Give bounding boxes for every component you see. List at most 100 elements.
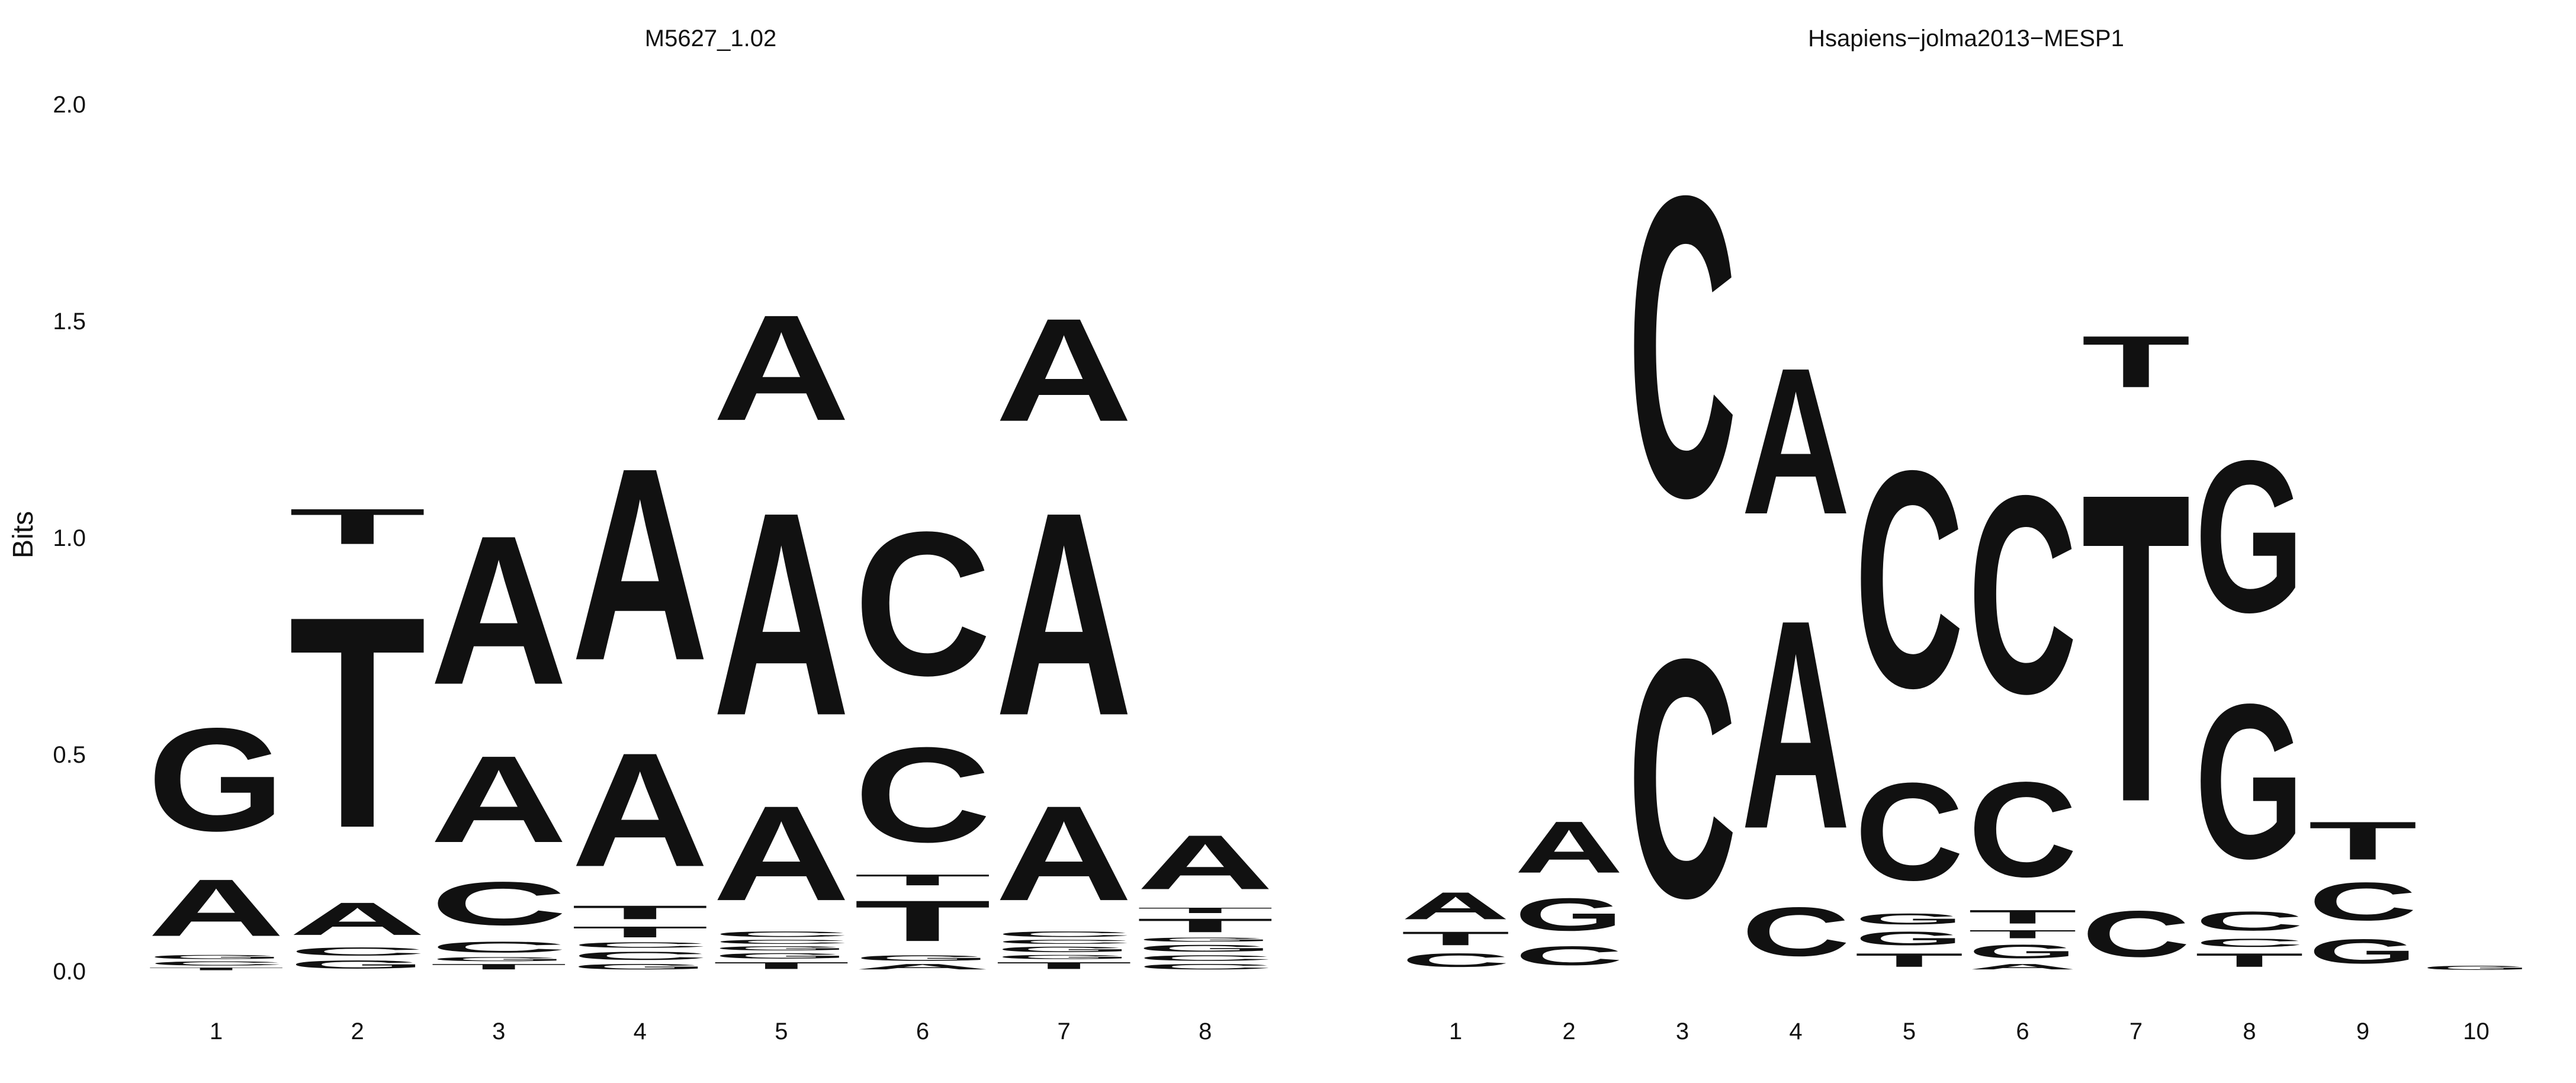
logo-letter-c-pos2: C bbox=[1515, 940, 1624, 970]
x-tick-label: 8 bbox=[2243, 1018, 2256, 1045]
logo-letter-a-pos4: A bbox=[571, 719, 709, 901]
logo-letter-t-pos6: T bbox=[1968, 928, 2077, 941]
logo-letter-t-pos1: T bbox=[147, 967, 285, 971]
x-tick-label: 6 bbox=[2016, 1018, 2029, 1045]
logo-letter-c-pos3: C bbox=[1628, 589, 1737, 969]
y-tick-label: 0.0 bbox=[53, 959, 86, 985]
logo-letter-t-pos4: T bbox=[571, 902, 709, 923]
logo-letter-c-pos1: C bbox=[1401, 949, 1510, 970]
logo-letter-g-pos10: G bbox=[2422, 965, 2531, 971]
logo-letter-t-pos6: T bbox=[854, 872, 991, 889]
logo-letter-c-pos4: C bbox=[571, 949, 709, 962]
logo-letter-g-pos8: G bbox=[1136, 936, 1274, 943]
logo-letter-g-pos6: G bbox=[1968, 941, 2077, 963]
logo-letter-c-pos5: C bbox=[1855, 407, 1964, 753]
right-x-axis-ticks: 1 2 3 4 5 6 7 8 9 10 bbox=[1449, 1018, 2490, 1045]
logo-letter-a-pos4: A bbox=[1742, 558, 1851, 891]
logo-letter-a-pos7: A bbox=[995, 452, 1133, 776]
logo-letter-c-pos8: C bbox=[1136, 962, 1274, 971]
logo-letter-a-pos5: A bbox=[712, 778, 850, 929]
x-tick-label: 3 bbox=[492, 1018, 505, 1045]
logo-letter-a-pos3: A bbox=[430, 491, 567, 730]
logo-letter-t-pos6: T bbox=[1968, 906, 2077, 927]
logo-letter-c-pos8: C bbox=[1136, 954, 1274, 963]
logo-letter-t-pos8: T bbox=[1136, 906, 1274, 915]
logo-letter-a-pos6: A bbox=[1968, 962, 2077, 971]
logo-letter-a-pos7: A bbox=[995, 288, 1133, 452]
x-tick-label: 7 bbox=[2129, 1018, 2143, 1045]
logo-letter-c-pos7: C bbox=[2082, 897, 2190, 970]
logo-letter-t-pos7: T bbox=[2082, 402, 2190, 894]
logo-letter-a-pos1: A bbox=[1401, 885, 1510, 928]
logo-letter-g-pos8: G bbox=[2195, 659, 2304, 905]
y-tick-label: 0.5 bbox=[53, 742, 86, 768]
logo-letter-g-pos5: G bbox=[1855, 928, 1964, 950]
logo-letter-t-pos4: T bbox=[571, 923, 709, 940]
logo-letter-c-pos6: C bbox=[1968, 754, 2077, 905]
logo-letter-t-pos5: T bbox=[712, 960, 850, 971]
y-tick-label: 1.5 bbox=[53, 308, 86, 335]
logo-letter-c-pos5: C bbox=[712, 930, 850, 939]
logo-letter-a-pos2: A bbox=[1515, 806, 1624, 888]
x-tick-label: 1 bbox=[210, 1018, 223, 1045]
logo-letter-c-pos4: C bbox=[1742, 893, 1851, 971]
logo-letter-a-pos4: A bbox=[1742, 324, 1851, 558]
x-tick-label: 3 bbox=[1676, 1018, 1689, 1045]
logo-letter-c-pos4: C bbox=[571, 941, 709, 950]
x-tick-label: 5 bbox=[775, 1018, 788, 1045]
logo-letter-g-pos3: G bbox=[430, 956, 567, 962]
left-logo-letters: TCGAGGCATTTGCCAAGCCTTAATGGCCAAAAGTTCCTGG… bbox=[147, 284, 1274, 971]
logo-letter-g-pos7: G bbox=[995, 945, 1133, 954]
logo-letter-g-pos5: G bbox=[1855, 910, 1964, 927]
x-tick-label: 7 bbox=[1057, 1018, 1070, 1045]
logo-letter-t-pos6: T bbox=[854, 888, 991, 953]
logo-letter-g-pos5: G bbox=[712, 945, 850, 952]
x-tick-label: 2 bbox=[1562, 1018, 1575, 1045]
x-tick-label: 4 bbox=[634, 1018, 647, 1045]
logo-letter-c-pos3: C bbox=[430, 869, 567, 939]
logo-letter-c-pos1: C bbox=[147, 960, 285, 967]
logo-letter-c-pos6: C bbox=[1968, 438, 2077, 753]
logo-letter-c-pos3: C bbox=[430, 939, 567, 956]
logo-letter-t-pos5: T bbox=[1855, 949, 1964, 970]
logo-letter-a-pos5: A bbox=[712, 452, 850, 776]
logo-letter-a-pos8: A bbox=[1136, 819, 1274, 905]
logo-letter-c-pos6: C bbox=[854, 489, 991, 718]
logo-letter-c-pos2: C bbox=[289, 945, 426, 958]
logo-letter-g-pos4: G bbox=[571, 962, 709, 971]
logo-letter-t-pos7: T bbox=[2082, 320, 2190, 403]
logo-letter-g-pos2: G bbox=[289, 958, 426, 971]
x-tick-label: 8 bbox=[1199, 1018, 1212, 1045]
logo-letter-g-pos8: G bbox=[1136, 943, 1274, 953]
logo-letter-t-pos2: T bbox=[289, 499, 426, 555]
x-tick-label: 4 bbox=[1789, 1018, 1802, 1045]
logo-letter-c-pos3: C bbox=[1628, 107, 1737, 587]
logo-letter-g-pos9: G bbox=[2308, 932, 2417, 971]
y-axis-ticks: 0.0 0.5 1.0 1.5 2.0 bbox=[53, 92, 86, 985]
logo-letter-t-pos7: T bbox=[995, 960, 1133, 971]
logo-letter-a-pos2: A bbox=[289, 893, 426, 945]
logo-letter-c-pos6: C bbox=[854, 719, 991, 870]
logo-letter-a-pos5: A bbox=[712, 284, 850, 452]
x-tick-label: 1 bbox=[1449, 1018, 1462, 1045]
x-tick-label: 10 bbox=[2463, 1018, 2490, 1045]
logo-letter-c-pos9: C bbox=[2308, 871, 2417, 931]
logo-letter-a-pos7: A bbox=[995, 778, 1133, 929]
left-logo-panel: M5627_1.02 Bits 0.00.51.01.52.0 TCGAGGCA… bbox=[8, 25, 1274, 1045]
logo-letter-g-pos7: G bbox=[995, 954, 1133, 960]
x-tick-label: 6 bbox=[916, 1018, 929, 1045]
logo-letter-c-pos5: C bbox=[1855, 754, 1964, 910]
logo-letter-a-pos3: A bbox=[430, 731, 567, 869]
logo-letter-t-pos2: T bbox=[289, 554, 426, 891]
logo-letter-t-pos8: T bbox=[1136, 915, 1274, 936]
x-tick-label: 5 bbox=[1903, 1018, 1916, 1045]
logo-letter-c-pos7: C bbox=[995, 939, 1133, 945]
logo-letter-g-pos2: G bbox=[1515, 889, 1624, 941]
logo-letter-c-pos7: C bbox=[995, 930, 1133, 939]
logo-letter-c-pos5: C bbox=[712, 939, 850, 945]
y-tick-label: 2.0 bbox=[53, 92, 86, 118]
logo-letter-t-pos9: T bbox=[2308, 811, 2417, 871]
x-tick-label: 9 bbox=[2356, 1018, 2369, 1045]
